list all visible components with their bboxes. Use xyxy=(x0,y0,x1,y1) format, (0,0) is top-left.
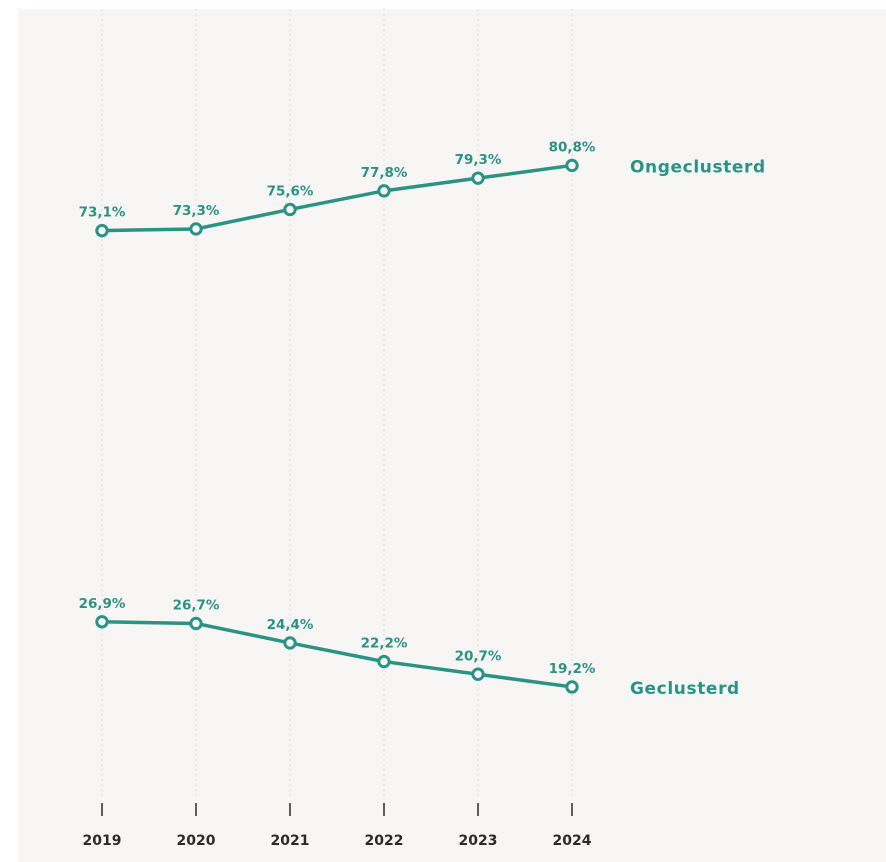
data-label-ongeclusterd-2019: 73,1% xyxy=(79,205,126,221)
grid-lines xyxy=(101,9,573,799)
x-axis: 2019 2020 2021 2022 2023 2024 xyxy=(83,803,592,849)
tick-label-2022: 2022 xyxy=(365,833,404,849)
data-label-ongeclusterd-2020: 73,3% xyxy=(173,203,220,219)
series-geclusterd: 26,9% 26,7% 24,4% 22,2% 20,7% 19,2% Geclusterd xyxy=(79,596,740,699)
chart-area: 2019 2020 2021 2022 2023 2024 73,1% 73,3% 75,6%… xyxy=(18,9,886,862)
series-name-ongeclusterd: Ongeclusterd xyxy=(630,157,766,177)
data-point-ongeclusterd-2020 xyxy=(189,222,203,236)
data-point-geclusterd-2021 xyxy=(283,636,297,650)
data-label-geclusterd-2024: 19,2% xyxy=(549,661,596,677)
data-label-geclusterd-2023: 20,7% xyxy=(455,648,502,664)
data-point-geclusterd-2019 xyxy=(95,615,109,629)
data-label-geclusterd-2022: 22,2% xyxy=(361,636,408,652)
tick-label-2019: 2019 xyxy=(83,833,122,849)
data-point-geclusterd-2022 xyxy=(377,654,391,669)
series-ongeclusterd: 73,1% 73,3% 75,6% 77,8% 79,3% 80,8% Ongecluste… xyxy=(79,139,766,238)
data-point-geclusterd-2023 xyxy=(471,667,485,681)
tick-label-2021: 2021 xyxy=(271,833,310,849)
data-label-geclusterd-2020: 26,7% xyxy=(173,597,220,613)
tick-label-2024: 2024 xyxy=(553,833,592,849)
data-label-ongeclusterd-2022: 77,8% xyxy=(361,165,408,181)
data-point-ongeclusterd-2022 xyxy=(377,184,391,198)
data-point-ongeclusterd-2024 xyxy=(565,158,579,173)
data-label-geclusterd-2019: 26,9% xyxy=(79,596,126,612)
data-point-geclusterd-2024 xyxy=(565,680,579,694)
data-point-ongeclusterd-2021 xyxy=(283,202,297,217)
series-group: 73,1% 73,3% 75,6% 77,8% 79,3% 80,8% Ongecluste… xyxy=(79,139,766,699)
series-line-ongeclusterd xyxy=(100,163,574,233)
tick-label-2020: 2020 xyxy=(177,833,216,849)
series-name-geclusterd: Geclusterd xyxy=(630,679,740,699)
data-label-ongeclusterd-2023: 79,3% xyxy=(455,152,502,168)
tick-label-2023: 2023 xyxy=(459,833,498,849)
line-chart: 2019 2020 2021 2022 2023 2024 73,1% 73,3% 75,6%… xyxy=(79,9,766,849)
data-label-ongeclusterd-2021: 75,6% xyxy=(267,183,314,199)
data-point-geclusterd-2020 xyxy=(189,616,203,631)
data-label-geclusterd-2021: 24,4% xyxy=(267,617,314,633)
data-point-ongeclusterd-2019 xyxy=(95,223,109,238)
data-point-ongeclusterd-2023 xyxy=(471,171,485,185)
series-line-geclusterd xyxy=(100,620,574,689)
data-label-ongeclusterd-2024: 80,8% xyxy=(549,139,596,155)
